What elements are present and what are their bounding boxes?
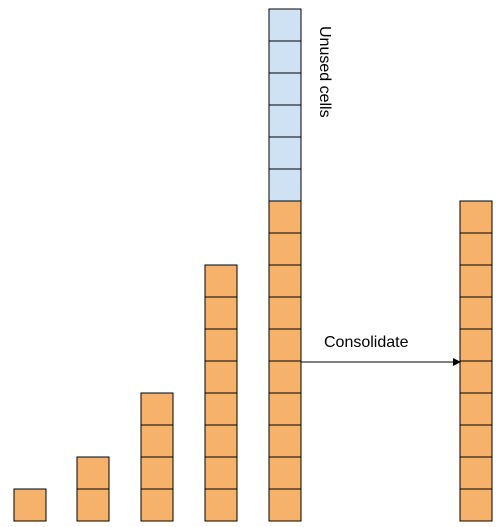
used-cell	[459, 200, 493, 234]
consolidate-label: Consolidate	[324, 334, 409, 351]
used-cell	[204, 328, 238, 362]
used-cell	[140, 488, 174, 522]
used-cell	[459, 392, 493, 426]
used-cell	[204, 360, 238, 394]
used-cell	[140, 456, 174, 490]
unused-cell	[268, 8, 302, 42]
used-cell	[204, 392, 238, 426]
used-cell	[268, 360, 302, 394]
used-cell	[459, 328, 493, 362]
unused-cell	[268, 136, 302, 170]
used-cell	[204, 488, 238, 522]
unused-cell	[268, 104, 302, 138]
unused-cell	[268, 40, 302, 74]
stack-2	[76, 456, 110, 522]
stack-6	[459, 200, 493, 522]
used-cell	[268, 488, 302, 522]
used-cell	[268, 424, 302, 458]
used-cell	[76, 456, 110, 490]
used-cell	[204, 264, 238, 298]
used-cell	[459, 232, 493, 266]
stacks	[13, 8, 493, 522]
used-cell	[13, 488, 47, 522]
used-cell	[204, 424, 238, 458]
used-cell	[76, 488, 110, 522]
used-cell	[140, 424, 174, 458]
unused-cell	[268, 72, 302, 106]
used-cell	[459, 360, 493, 394]
used-cell	[268, 456, 302, 490]
used-cell	[459, 296, 493, 330]
stack-4	[204, 264, 238, 522]
used-cell	[140, 392, 174, 426]
used-cell	[268, 232, 302, 266]
used-cell	[268, 200, 302, 234]
used-cell	[268, 328, 302, 362]
used-cell	[268, 264, 302, 298]
unused-cells-label: Unused cells	[316, 26, 333, 118]
used-cell	[268, 392, 302, 426]
unused-cell	[268, 168, 302, 202]
used-cell	[459, 456, 493, 490]
used-cell	[204, 456, 238, 490]
stack-3	[140, 392, 174, 522]
used-cell	[459, 264, 493, 298]
stack-5	[268, 8, 302, 522]
used-cell	[459, 488, 493, 522]
used-cell	[204, 296, 238, 330]
used-cell	[268, 296, 302, 330]
used-cell	[459, 424, 493, 458]
stack-1	[13, 488, 47, 522]
